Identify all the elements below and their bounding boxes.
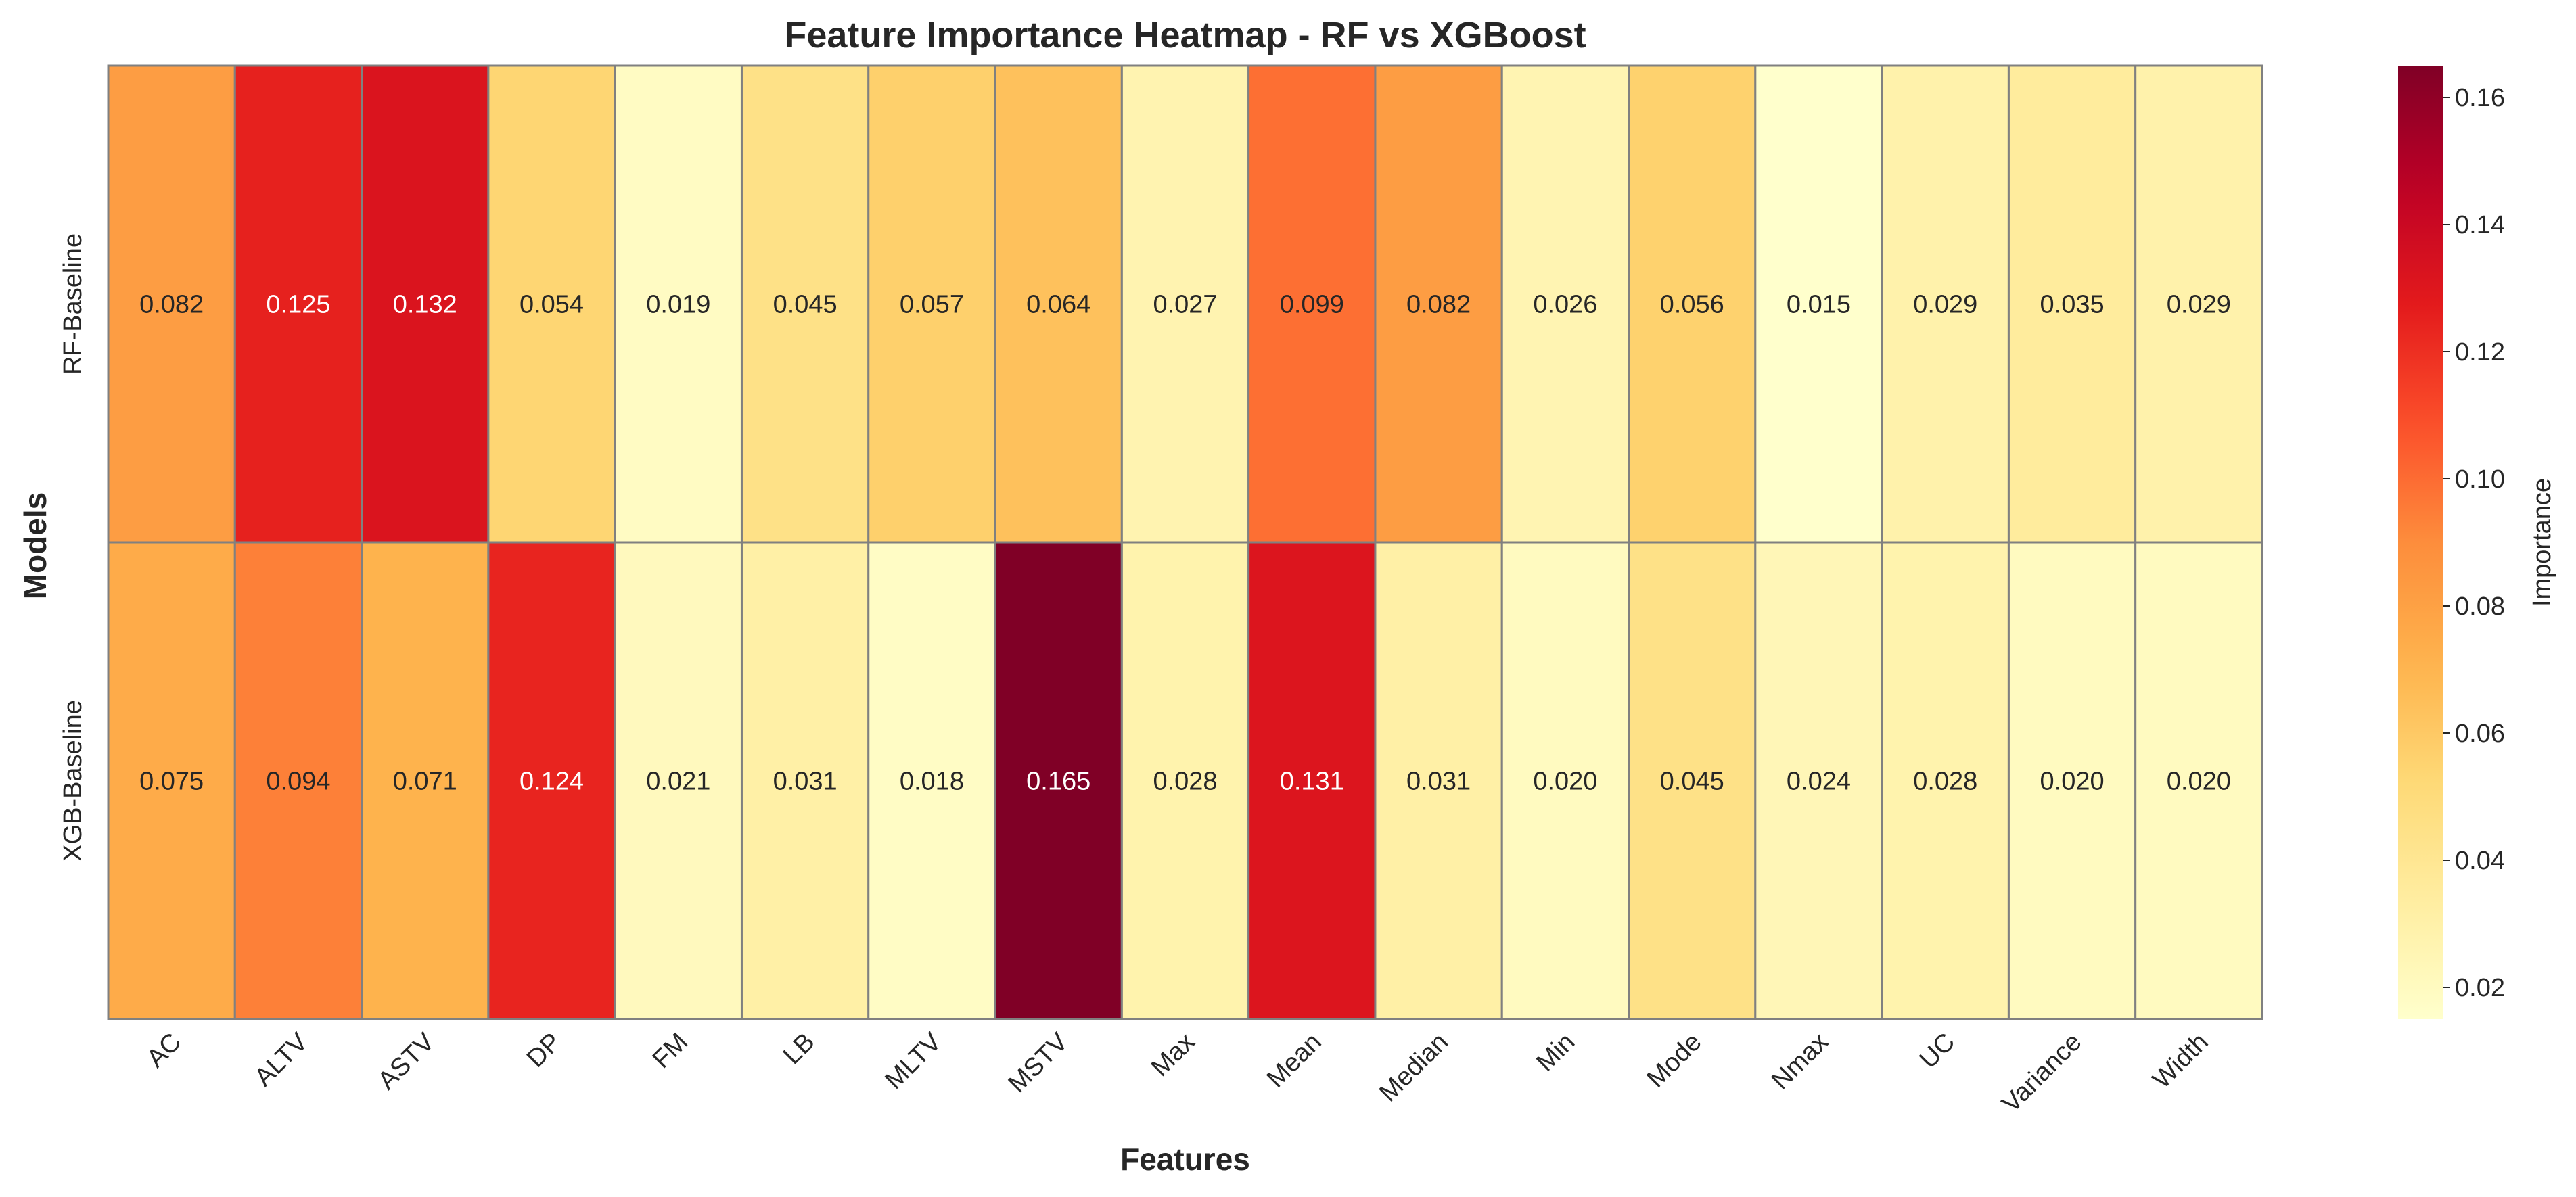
heatmap-cell: [1881, 64, 2010, 544]
cell-value-label: 0.028: [1153, 768, 1217, 796]
x-tick-label: LB: [778, 1028, 821, 1071]
x-tick-label: Min: [1531, 1028, 1580, 1077]
cell-value-label: 0.029: [1913, 291, 1977, 319]
heatmap-cell: [1247, 541, 1377, 1020]
cell-value-label: 0.020: [1533, 768, 1597, 796]
cell-value-label: 0.057: [900, 291, 964, 319]
heatmap-cell: [1500, 541, 1630, 1020]
cell-value-label: 0.125: [266, 291, 330, 319]
y-tick-label: RF-Baseline: [59, 233, 87, 375]
cell-value-label: 0.094: [266, 768, 330, 796]
cell-value-label: 0.082: [1406, 291, 1471, 319]
heatmap-cell: [614, 541, 743, 1020]
heatmap-cell: [1754, 64, 1883, 544]
x-tick-labels: AC ALTV ASTV DP FM LB MLTV MSTV Max Mean Median Min…: [141, 1027, 2214, 1118]
cell-value-label: 0.019: [646, 291, 710, 319]
cell-value-label: 0.082: [139, 291, 204, 319]
y-tick-label: XGB-Baseline: [59, 700, 87, 862]
cell-value-label: 0.045: [773, 291, 837, 319]
x-tick-label: MSTV: [1003, 1027, 1074, 1098]
colorbar-label: Importance: [2528, 478, 2556, 607]
colorbar-tick-label: 0.06: [2455, 720, 2505, 748]
cell-value-label: 0.064: [1026, 291, 1090, 319]
cell-value-label: 0.099: [1280, 291, 1344, 319]
heatmap-cell: [233, 541, 363, 1020]
heatmap-cell: [487, 64, 616, 544]
cell-value-label: 0.132: [393, 291, 457, 319]
cell-value-label: 0.054: [520, 291, 584, 319]
cell-value-label: 0.020: [2167, 768, 2231, 796]
heatmap-cell: [487, 541, 616, 1020]
chart-title: Feature Importance Heatmap - RF vs XGBoo…: [784, 15, 1586, 55]
x-tick-label: AC: [141, 1028, 187, 1073]
x-tick-label: MLTV: [879, 1027, 947, 1095]
heatmap-cell: [994, 541, 1123, 1020]
heatmap-cell: [2134, 541, 2263, 1020]
cell-value-label: 0.031: [1406, 768, 1471, 796]
cell-value-label: 0.071: [393, 768, 457, 796]
heatmap-cell: [361, 64, 490, 544]
colorbar-tick-label: 0.08: [2455, 592, 2505, 621]
x-tick-label: ASTV: [373, 1027, 440, 1095]
colorbar-tick-label: 0.12: [2455, 338, 2505, 367]
heatmap-cells: 0.082 0.125 0.132 0.054 0.019 0.045 0.057 0.064…: [107, 64, 2263, 1020]
cell-value-label: 0.026: [1533, 291, 1597, 319]
x-tick-label: Max: [1146, 1028, 1200, 1082]
colorbar-tick-label: 0.10: [2455, 465, 2505, 494]
heatmap-cell: [994, 64, 1123, 544]
cell-value-label: 0.029: [2167, 291, 2231, 319]
cell-value-label: 0.027: [1153, 291, 1217, 319]
cell-value-label: 0.031: [773, 768, 837, 796]
cell-value-label: 0.021: [646, 768, 710, 796]
colorbar-tick-label: 0.02: [2455, 974, 2505, 1002]
colorbar-tick-label: 0.14: [2455, 211, 2505, 239]
cell-value-label: 0.056: [1660, 291, 1724, 319]
x-tick-label: Mode: [1642, 1028, 1707, 1094]
x-tick-label: Median: [1374, 1028, 1454, 1108]
y-tick-labels: RF-Baseline XGB-Baseline: [59, 233, 87, 862]
cell-value-label: 0.131: [1280, 768, 1344, 796]
heatmap-cell: [233, 64, 363, 544]
heatmap-cell: [1374, 541, 1503, 1020]
x-axis-label: Features: [1120, 1142, 1250, 1177]
colorbar-ticks: 0.02 0.04 0.06 0.08 0.10 0.12 0.14 0.16: [2443, 84, 2505, 1002]
heatmap-cell: [107, 541, 236, 1020]
x-tick-label: DP: [522, 1028, 567, 1073]
heatmap-cell: [2134, 64, 2263, 544]
y-axis-label: Models: [18, 492, 53, 599]
heatmap-cell: [614, 64, 743, 544]
x-tick-label: Mean: [1262, 1028, 1327, 1094]
x-tick-label: UC: [1914, 1028, 1961, 1075]
cell-value-label: 0.024: [1787, 768, 1851, 796]
heatmap-cell: [2007, 64, 2137, 544]
colorbar-tick-label: 0.16: [2455, 84, 2505, 112]
cell-value-label: 0.018: [900, 768, 964, 796]
heatmap-cell: [107, 64, 236, 544]
cell-value-label: 0.020: [2040, 768, 2104, 796]
cell-value-label: 0.035: [2040, 291, 2104, 319]
cell-value-label: 0.124: [520, 768, 584, 796]
x-tick-label: Nmax: [1766, 1028, 1834, 1096]
colorbar-tick-label: 0.04: [2455, 847, 2505, 875]
cell-value-label: 0.165: [1026, 768, 1090, 796]
heatmap-cell: [1247, 64, 1377, 544]
cell-value-label: 0.028: [1913, 768, 1977, 796]
x-tick-label: Variance: [1997, 1028, 2088, 1119]
heatmap-cell: [1754, 541, 1883, 1020]
heatmap-cell: [740, 64, 870, 544]
colorbar: [2398, 66, 2443, 1019]
heatmap-cell: [1628, 64, 1757, 544]
heatmap-cell: [1500, 64, 1630, 544]
x-tick-label: ALTV: [249, 1027, 313, 1092]
cell-value-label: 0.015: [1787, 291, 1851, 319]
heatmap-cell: [740, 541, 870, 1020]
cell-value-label: 0.045: [1660, 768, 1724, 796]
x-tick-label: FM: [647, 1028, 694, 1075]
x-tick-label: Width: [2147, 1028, 2213, 1094]
heatmap-cell: [361, 541, 490, 1020]
cell-value-label: 0.075: [139, 768, 204, 796]
